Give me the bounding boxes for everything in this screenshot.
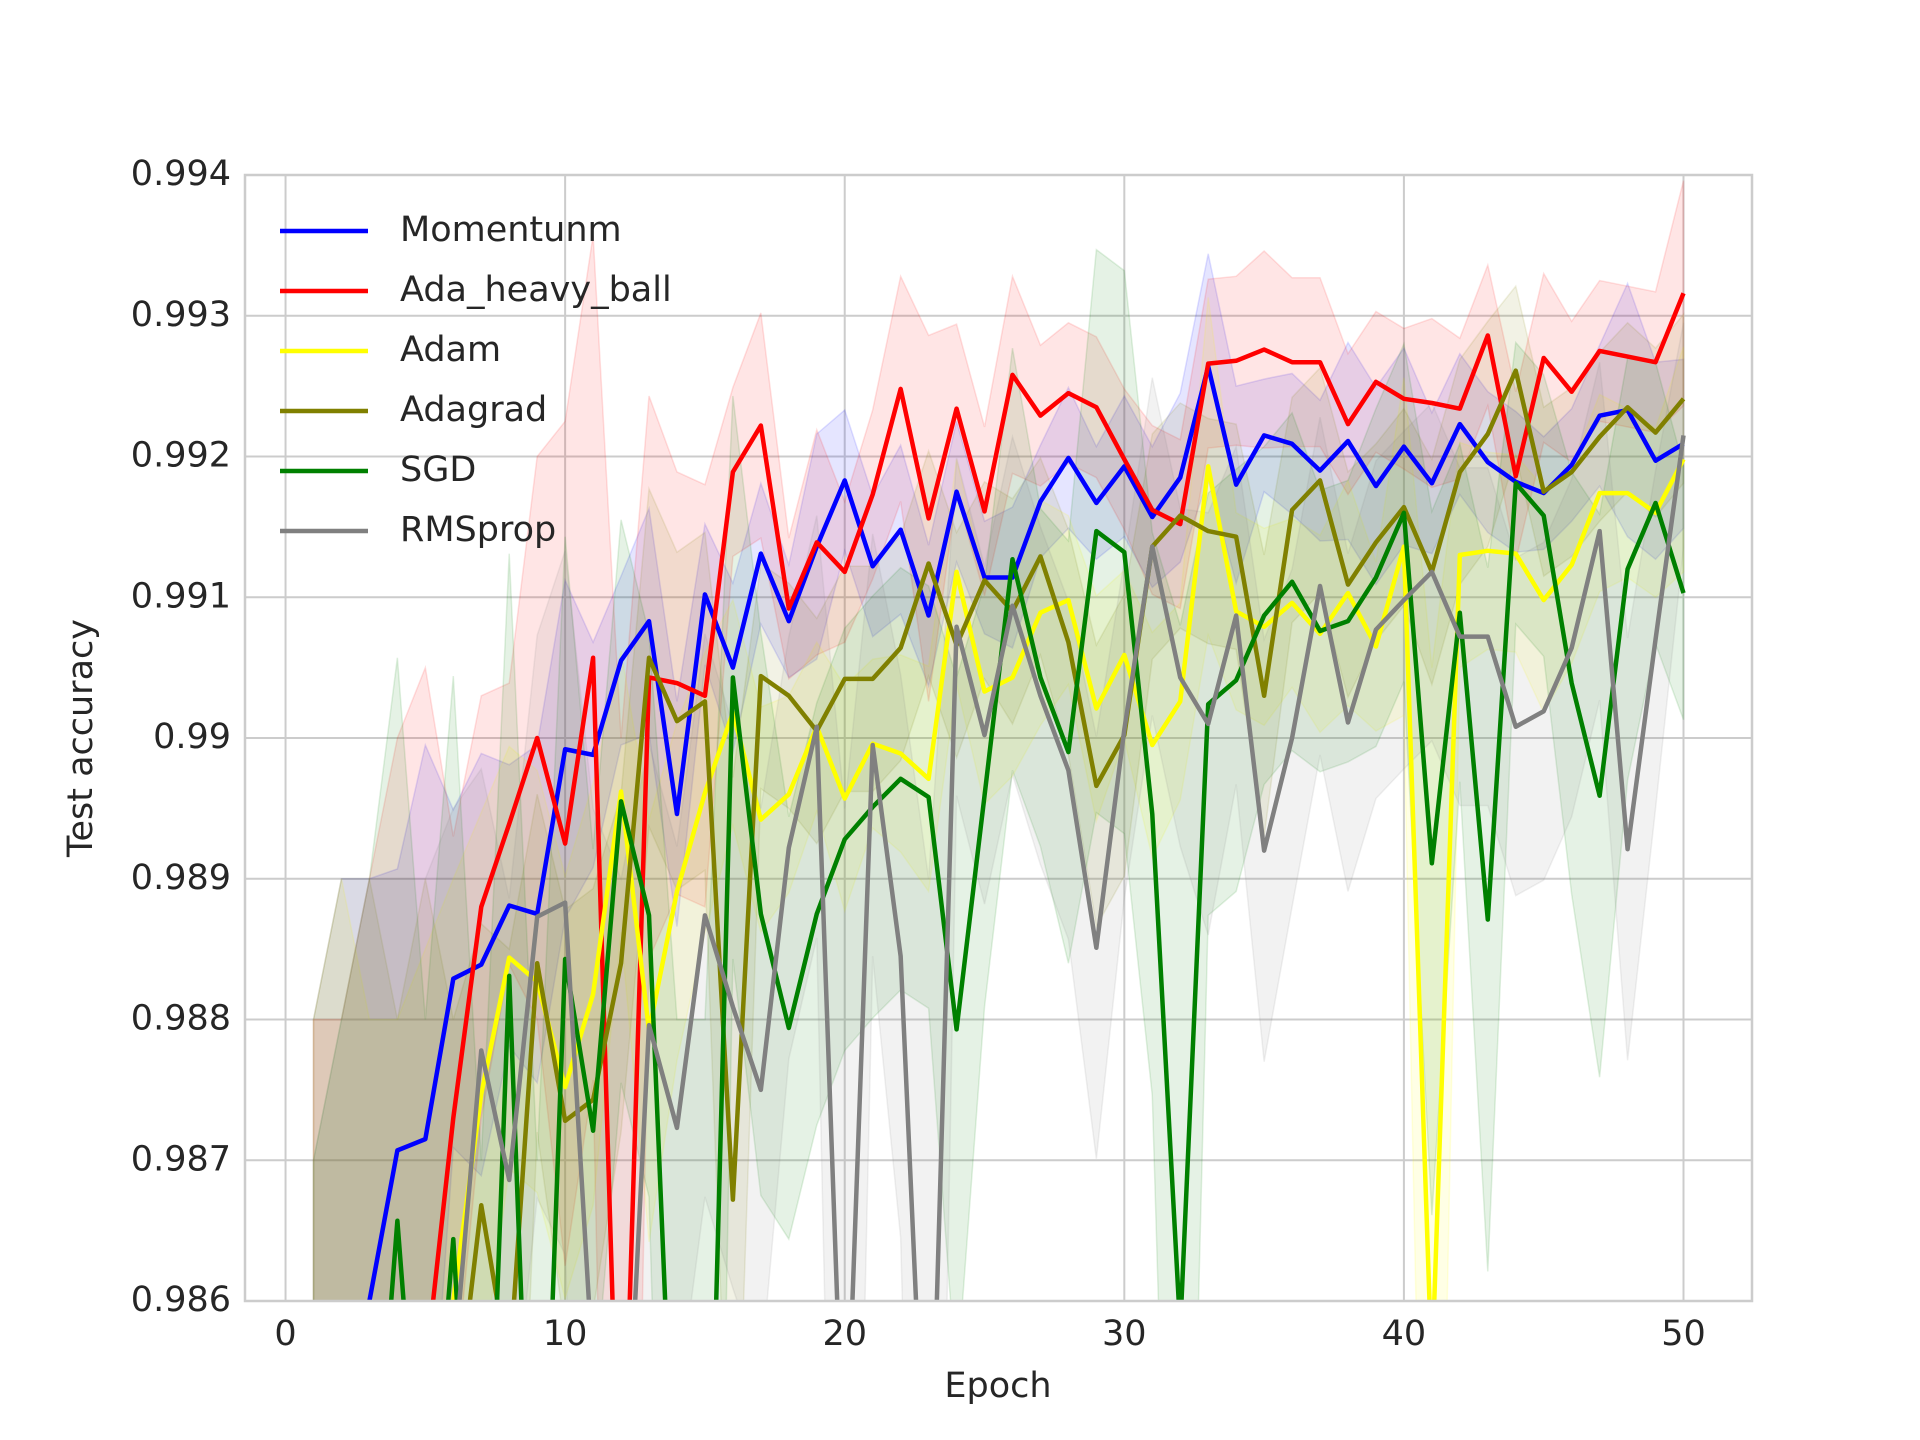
legend-label: RMSprop: [400, 510, 556, 550]
lines: [367, 292, 1686, 1301]
axes: 0.986 0.987 0.988 0.989 0.99 0.991 0.992 0.993 0…: [131, 154, 1706, 1354]
series-line: [367, 364, 1685, 1301]
y-tick-label: 0.986: [131, 1280, 231, 1320]
y-tick-label: 0.988: [131, 999, 231, 1039]
y-tick-label: 0.99: [153, 717, 231, 757]
plot-frame: [243, 173, 1754, 1303]
x-tick-label: 30: [1102, 1314, 1147, 1354]
x-tick-label: 40: [1382, 1314, 1427, 1354]
series-line: [467, 368, 1686, 1301]
std-band: [312, 180, 1685, 1301]
y-tick-label: 0.991: [131, 576, 231, 616]
y-tick-label: 0.992: [131, 436, 231, 476]
x-tick-label: 0: [274, 1314, 296, 1354]
legend-label: Adam: [400, 330, 501, 370]
legend-label: Adagrad: [400, 390, 547, 430]
legend: Momentunm Ada_heavy_ball Adam Adagrad SGD RMS…: [280, 210, 672, 550]
y-axis-label: Test accuracy: [61, 619, 101, 858]
y-tick-label: 0.989: [131, 858, 231, 898]
y-tick-label: 0.993: [131, 295, 231, 335]
x-axis-label: Epoch: [944, 1366, 1051, 1406]
legend-label: Ada_heavy_ball: [400, 270, 672, 310]
series-line: [457, 435, 1686, 1301]
x-tick-label: 20: [822, 1314, 867, 1354]
y-tick-label: 0.987: [131, 1139, 231, 1179]
x-tick-label: 50: [1661, 1314, 1706, 1354]
series-line: [430, 292, 1686, 1301]
legend-label: Momentunm: [400, 210, 622, 250]
y-tick-label: 0.994: [131, 154, 231, 194]
legend-label: SGD: [400, 450, 476, 490]
x-tick-label: 10: [543, 1314, 588, 1354]
